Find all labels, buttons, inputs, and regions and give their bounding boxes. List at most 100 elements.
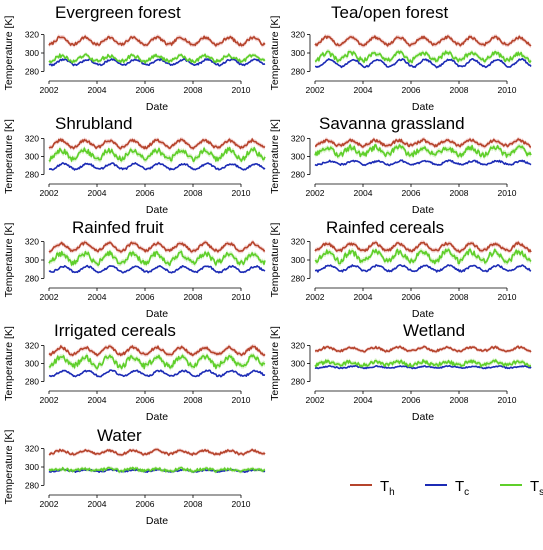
legend-item-Tc: Tc <box>425 478 469 498</box>
band-Ts <box>49 352 265 372</box>
axes: 280 300 320 2002 2004 2006 2008 2010 <box>291 30 517 95</box>
x-tick-label: 2008 <box>184 499 203 509</box>
line-Th <box>48 345 266 357</box>
x-tick-label: 2010 <box>498 85 517 95</box>
x-axis-label: Date <box>146 515 168 527</box>
line-Th <box>48 35 266 47</box>
y-tick-label: 320 <box>291 30 305 40</box>
series-lines <box>314 345 532 370</box>
line-Th <box>48 138 266 150</box>
series-lines <box>48 138 266 171</box>
legend-label: Th <box>380 478 395 498</box>
y-tick-label: 300 <box>291 152 305 162</box>
y-tick-label: 300 <box>25 48 39 58</box>
panel-7: Wetland 280 300 320 2002 2004 2006 2008 2010 Date… <box>269 321 532 423</box>
x-tick-label: 2006 <box>136 292 155 302</box>
series-lines <box>48 345 266 378</box>
x-tick-label: 2006 <box>136 188 155 198</box>
band-Ts <box>49 145 265 164</box>
x-tick-label: 2002 <box>40 188 59 198</box>
y-axis-label: Temperature [K] <box>269 119 281 194</box>
panel-title: Wetland <box>403 321 465 340</box>
x-tick-label: 2004 <box>354 292 373 302</box>
y-tick-label: 320 <box>291 341 305 351</box>
panel-title: Rainfed cereals <box>326 218 444 237</box>
legend-item-Th: Th <box>350 478 395 498</box>
axes: 280 300 320 2002 2004 2006 2008 2010 <box>291 237 517 302</box>
x-tick-label: 2010 <box>232 188 251 198</box>
panel-title: Irrigated cereals <box>54 321 176 340</box>
y-tick-label: 320 <box>25 237 39 247</box>
panel-6: Irrigated cereals 280 300 320 2002 2004 2006 20… <box>3 321 266 423</box>
axes: 280 300 320 2002 2004 2006 2008 2010 <box>25 341 251 406</box>
series-lines <box>48 35 266 67</box>
panel-title: Shrubland <box>55 114 133 133</box>
x-tick-label: 2010 <box>232 292 251 302</box>
series-lines <box>48 448 266 473</box>
panel-1: Tea/open forest 280 300 320 2002 2004 2006 2008… <box>269 3 532 113</box>
series-lines <box>314 138 532 167</box>
line-Tc <box>48 58 266 67</box>
line-Th <box>48 241 266 253</box>
y-tick-label: 320 <box>25 341 39 351</box>
legend: Th Tc Ts <box>350 478 543 498</box>
x-tick-label: 2010 <box>498 188 517 198</box>
legend-item-Ts: Ts <box>500 478 543 498</box>
y-tick-label: 280 <box>291 170 305 180</box>
x-tick-label: 2004 <box>88 395 107 405</box>
x-tick-label: 2002 <box>306 85 325 95</box>
x-axis-label: Date <box>146 204 168 216</box>
x-axis-label: Date <box>412 411 434 423</box>
y-tick-label: 300 <box>291 359 305 369</box>
y-tick-label: 280 <box>25 170 39 180</box>
axes: 280 300 320 2002 2004 2006 2008 2010 <box>25 237 251 302</box>
y-axis-label: Temperature [K] <box>269 223 281 298</box>
y-axis-label: Temperature [K] <box>3 119 15 194</box>
x-tick-label: 2002 <box>40 499 59 509</box>
x-tick-label: 2004 <box>88 188 107 198</box>
legend-label: Ts <box>530 478 543 498</box>
panel-8: Water 280 300 320 2002 2004 2006 2008 2010 Date Te… <box>3 426 266 527</box>
band-Th <box>49 239 265 255</box>
band-Th <box>315 344 531 354</box>
band-Th <box>315 33 531 49</box>
axes: 280 300 320 2002 2004 2006 2008 2010 <box>25 134 251 199</box>
y-tick-label: 280 <box>25 377 39 387</box>
y-axis-label: Temperature [K] <box>3 223 15 298</box>
panel-title: Tea/open forest <box>331 3 448 22</box>
band-Ts <box>315 357 531 370</box>
x-tick-label: 2002 <box>40 292 59 302</box>
x-tick-label: 2008 <box>184 395 203 405</box>
line-Th <box>314 35 532 47</box>
y-tick-label: 320 <box>291 237 305 247</box>
x-tick-label: 2008 <box>450 85 469 95</box>
x-axis-label: Date <box>412 308 434 320</box>
x-tick-label: 2010 <box>232 85 251 95</box>
y-tick-label: 320 <box>25 444 39 454</box>
band-Tc <box>315 264 531 273</box>
line-Tc <box>314 159 532 167</box>
band-Ts <box>315 48 531 65</box>
band-Th <box>49 343 265 358</box>
x-tick-label: 2006 <box>136 395 155 405</box>
x-tick-label: 2008 <box>184 188 203 198</box>
x-tick-label: 2004 <box>354 395 373 405</box>
series-lines <box>314 241 532 273</box>
line-Ts <box>314 144 532 158</box>
axes: 280 300 320 2002 2004 2006 2008 2010 <box>291 341 517 406</box>
y-axis-label: Temperature [K] <box>3 16 15 91</box>
x-axis-label: Date <box>146 101 168 113</box>
line-Ts <box>48 354 266 370</box>
panel-2: Shrubland 280 300 320 2002 2004 2006 2008 2010 Da… <box>3 114 266 216</box>
x-tick-label: 2002 <box>40 395 59 405</box>
panels: Evergreen forest 280 300 320 2002 2004 2006 200… <box>3 3 532 527</box>
y-tick-label: 300 <box>25 359 39 369</box>
y-tick-label: 300 <box>291 48 305 58</box>
x-tick-label: 2004 <box>354 85 373 95</box>
x-tick-label: 2006 <box>136 499 155 509</box>
x-tick-label: 2008 <box>184 292 203 302</box>
x-tick-label: 2002 <box>306 292 325 302</box>
x-axis-label: Date <box>412 101 434 113</box>
y-axis-label: Temperature [K] <box>3 430 15 505</box>
